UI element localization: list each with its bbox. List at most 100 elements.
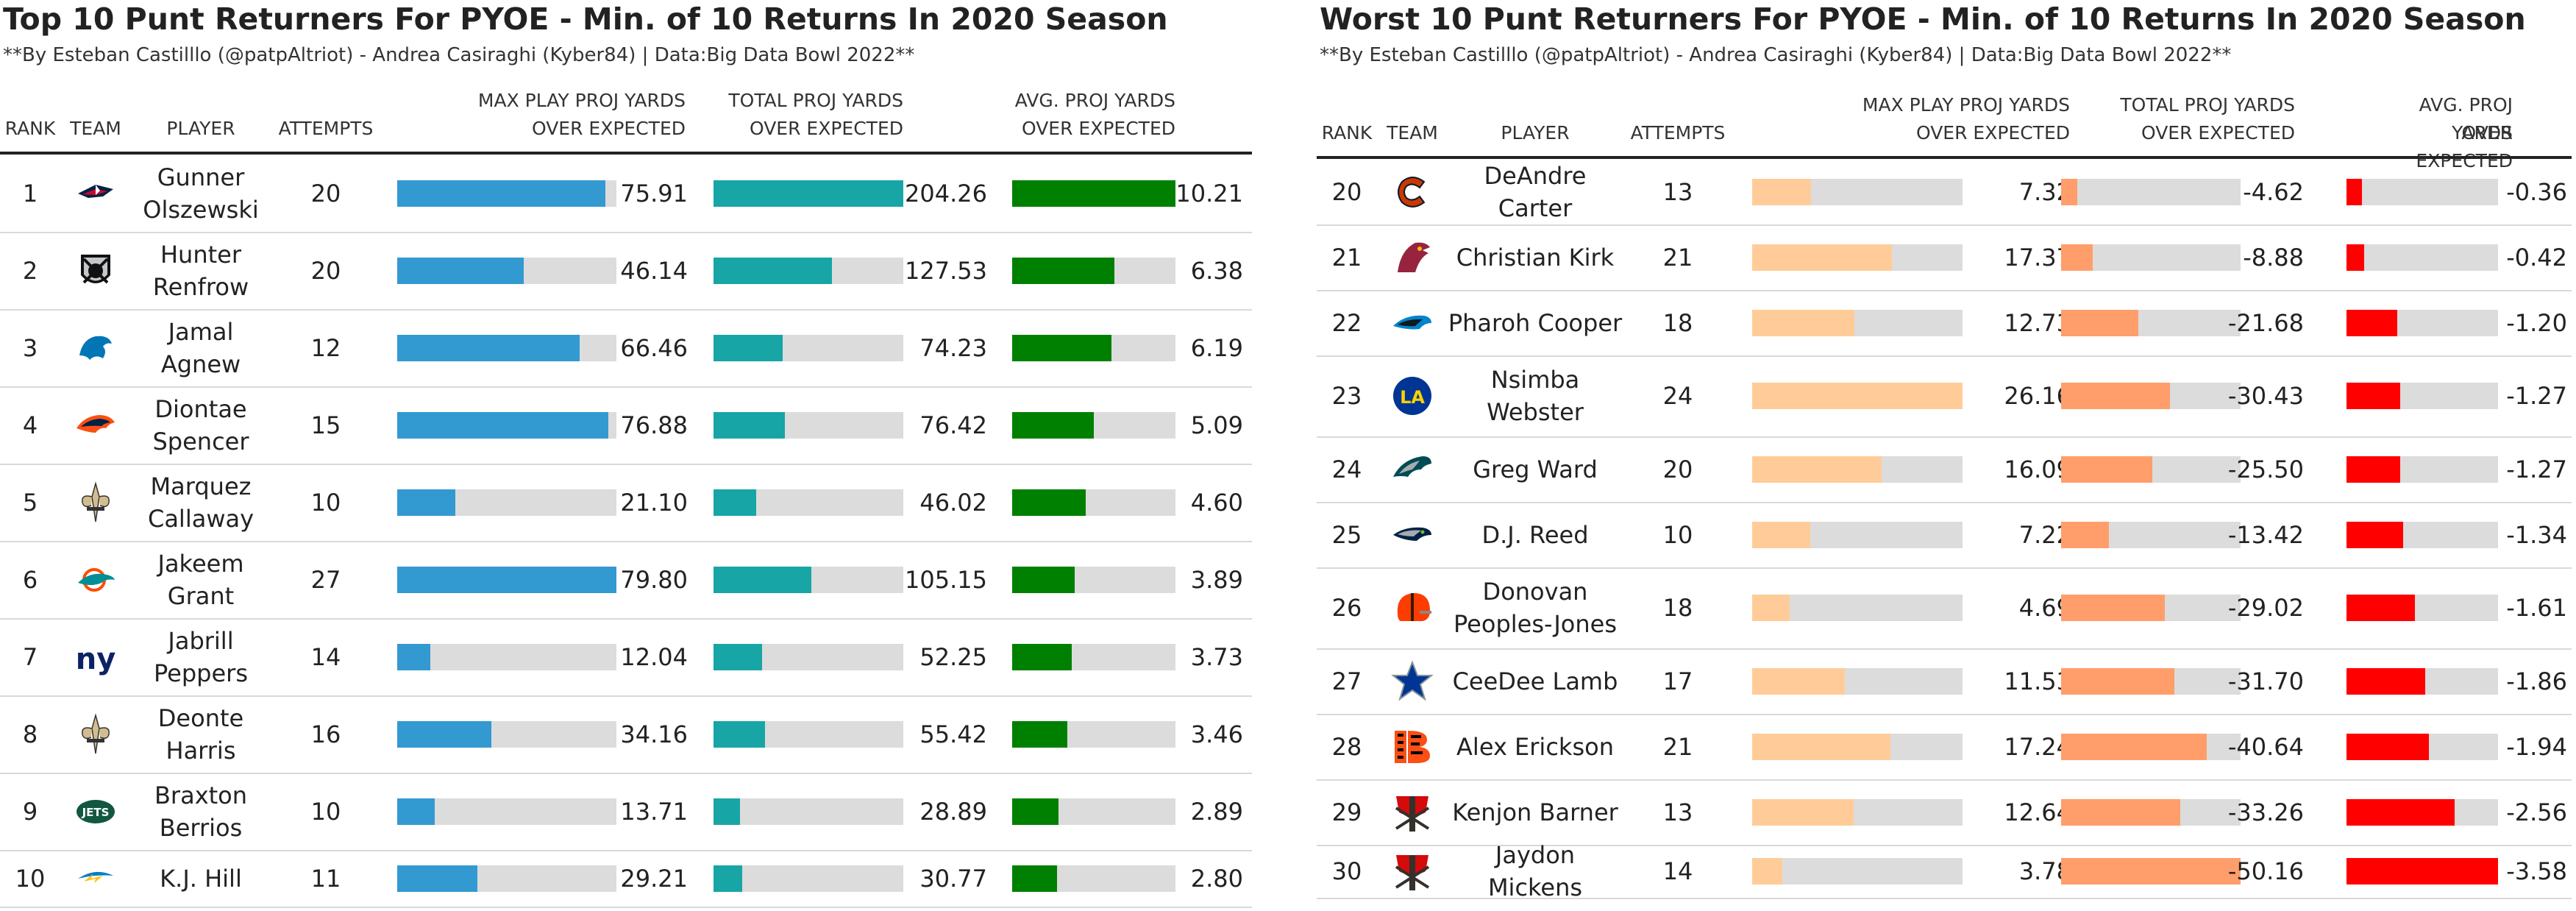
max-bar [397, 798, 435, 825]
attempts-cell: 10 [1662, 520, 1693, 549]
total-bar-value: -33.26 [2227, 798, 2304, 826]
rank-cell: 29 [1331, 798, 1362, 826]
avg-bar-value: -1.34 [2506, 520, 2567, 549]
max-bar [1752, 244, 1892, 271]
total-bar-value: 76.42 [919, 411, 987, 439]
player-name-line: Hunter [160, 240, 241, 269]
player-name-line: Nsimba [1490, 366, 1580, 394]
max-bar-value: 46.14 [620, 256, 688, 285]
rank-cell: 28 [1331, 732, 1362, 761]
header-total-line2: OVER EXPECTED [749, 118, 903, 139]
total-bar-value: -29.02 [2227, 594, 2304, 622]
team-cell [60, 155, 131, 232]
player-name-line: Renfrow [152, 272, 249, 301]
team-cell: JETS [60, 773, 131, 850]
total-bar-value: -25.50 [2227, 455, 2304, 483]
total-bar-value: 105.15 [905, 565, 987, 594]
avg-bar [2346, 798, 2455, 826]
table-row: 25 D.J. Reed 10 7.22 -13.42 -1.34 [1317, 502, 2572, 569]
attempts-cell: 10 [310, 797, 341, 826]
rams-logo-icon: LA [1390, 374, 1434, 418]
avg-bar [2346, 595, 2415, 621]
total-bar-value: 52.25 [919, 642, 987, 671]
max-bar [1752, 667, 1846, 695]
player-name-line: Alex Erickson [1456, 732, 1614, 761]
total-bar-track [2061, 798, 2241, 826]
attempts-cell: 13 [1662, 798, 1693, 826]
total-bar-value: -21.68 [2227, 308, 2304, 337]
max-bar [1752, 733, 1891, 760]
lions-logo-icon [74, 326, 118, 370]
max-bar [1752, 595, 1790, 621]
avg-bar-track [1012, 257, 1175, 284]
total-bar-value: 46.02 [919, 488, 987, 517]
total-bar-track [714, 798, 903, 825]
total-bar-value: -30.43 [2227, 382, 2304, 410]
rank-cell: 3 [22, 333, 38, 362]
table-row: 22 Pharoh Cooper 18 12.73 -21.68 -1.20 [1317, 290, 2572, 357]
total-bar [2061, 178, 2078, 205]
player-name-line: Callaway [147, 504, 255, 533]
max-bar-track [1752, 178, 1963, 205]
attempts-cell: 18 [1662, 594, 1693, 622]
avg-bar-value: -1.61 [2506, 594, 2567, 622]
max-bar-value: 13.71 [620, 797, 688, 826]
header-player: PLAYER [166, 118, 235, 139]
avg-bar-track [2346, 733, 2498, 760]
header-avg-line2: OVER EXPECTED [1021, 118, 1175, 139]
player-name-line: Jabrill [168, 626, 234, 655]
patriots-logo-icon [74, 171, 118, 216]
max-bar-value: 7.22 [2018, 520, 2071, 549]
player-cell: Deonte Harris [131, 695, 271, 773]
header-max-line1: MAX PLAY PROJ YARDS [1862, 94, 2070, 116]
total-bar-value: 74.23 [919, 333, 987, 362]
avg-bar-track [1012, 489, 1175, 516]
table-row: 27 CeeDee Lamb 17 11.53 -31.70 -1.86 [1317, 648, 2572, 715]
total-bar-value: 55.42 [919, 720, 987, 748]
max-bar-value: 26.16 [2004, 382, 2071, 410]
avg-bar-value: 3.46 [1190, 720, 1243, 748]
player-cell: Christian Kirk [1448, 224, 1623, 290]
max-bar-track [397, 257, 616, 284]
table-row: 23 LA Nsimba Webster 24 26.16 -30.43 -1.27 [1317, 355, 2572, 438]
player-cell: Alex Erickson [1448, 714, 1623, 779]
max-bar-value: 34.16 [620, 720, 688, 748]
total-bar-track [2061, 521, 2241, 548]
rank-cell: 23 [1331, 382, 1362, 410]
max-bar-track [397, 865, 616, 892]
header-max-line1: MAX PLAY PROJ YARDS [477, 90, 686, 111]
avg-bar [1012, 643, 1072, 670]
jets-logo-icon: JETS [74, 790, 118, 834]
max-bar-track [397, 720, 616, 748]
avg-bar [1012, 566, 1075, 593]
player-name-line: Marquez [150, 472, 252, 500]
avg-bar-value: -0.42 [2506, 243, 2567, 272]
max-bar [1752, 798, 1854, 826]
max-bar-value: 4.69 [2018, 594, 2071, 622]
avg-bar-track [2346, 521, 2498, 548]
header-rank: RANK [1321, 122, 1373, 143]
team-cell [60, 541, 131, 618]
avg-bar-track [1012, 180, 1175, 207]
rank-cell: 26 [1331, 594, 1362, 622]
rank-cell: 2 [22, 256, 38, 285]
team-cell [1377, 436, 1448, 502]
player-cell: Jamal Agnew [131, 309, 271, 386]
avg-bar-value: 10.21 [1175, 179, 1243, 208]
avg-bar-track [1012, 798, 1175, 825]
total-bar-value: 127.53 [905, 256, 987, 285]
player-cell: Braxton Berrios [131, 773, 271, 850]
avg-bar-track [1012, 643, 1175, 670]
player-name-line: Kenjon Barner [1452, 798, 1618, 826]
attempts-cell: 16 [310, 720, 341, 748]
avg-bar [2346, 667, 2426, 695]
player-cell: Jakeem Grant [131, 541, 271, 618]
total-bar-track [2061, 178, 2241, 205]
total-bar [2061, 383, 2171, 409]
total-bar-value: 28.89 [919, 797, 987, 826]
player-name-line: Christian Kirk [1456, 243, 1615, 272]
player-name-line: Braxton [154, 781, 248, 809]
rank-cell: 27 [1331, 667, 1362, 695]
rank-cell: 7 [22, 642, 38, 671]
team-cell [1377, 290, 1448, 355]
